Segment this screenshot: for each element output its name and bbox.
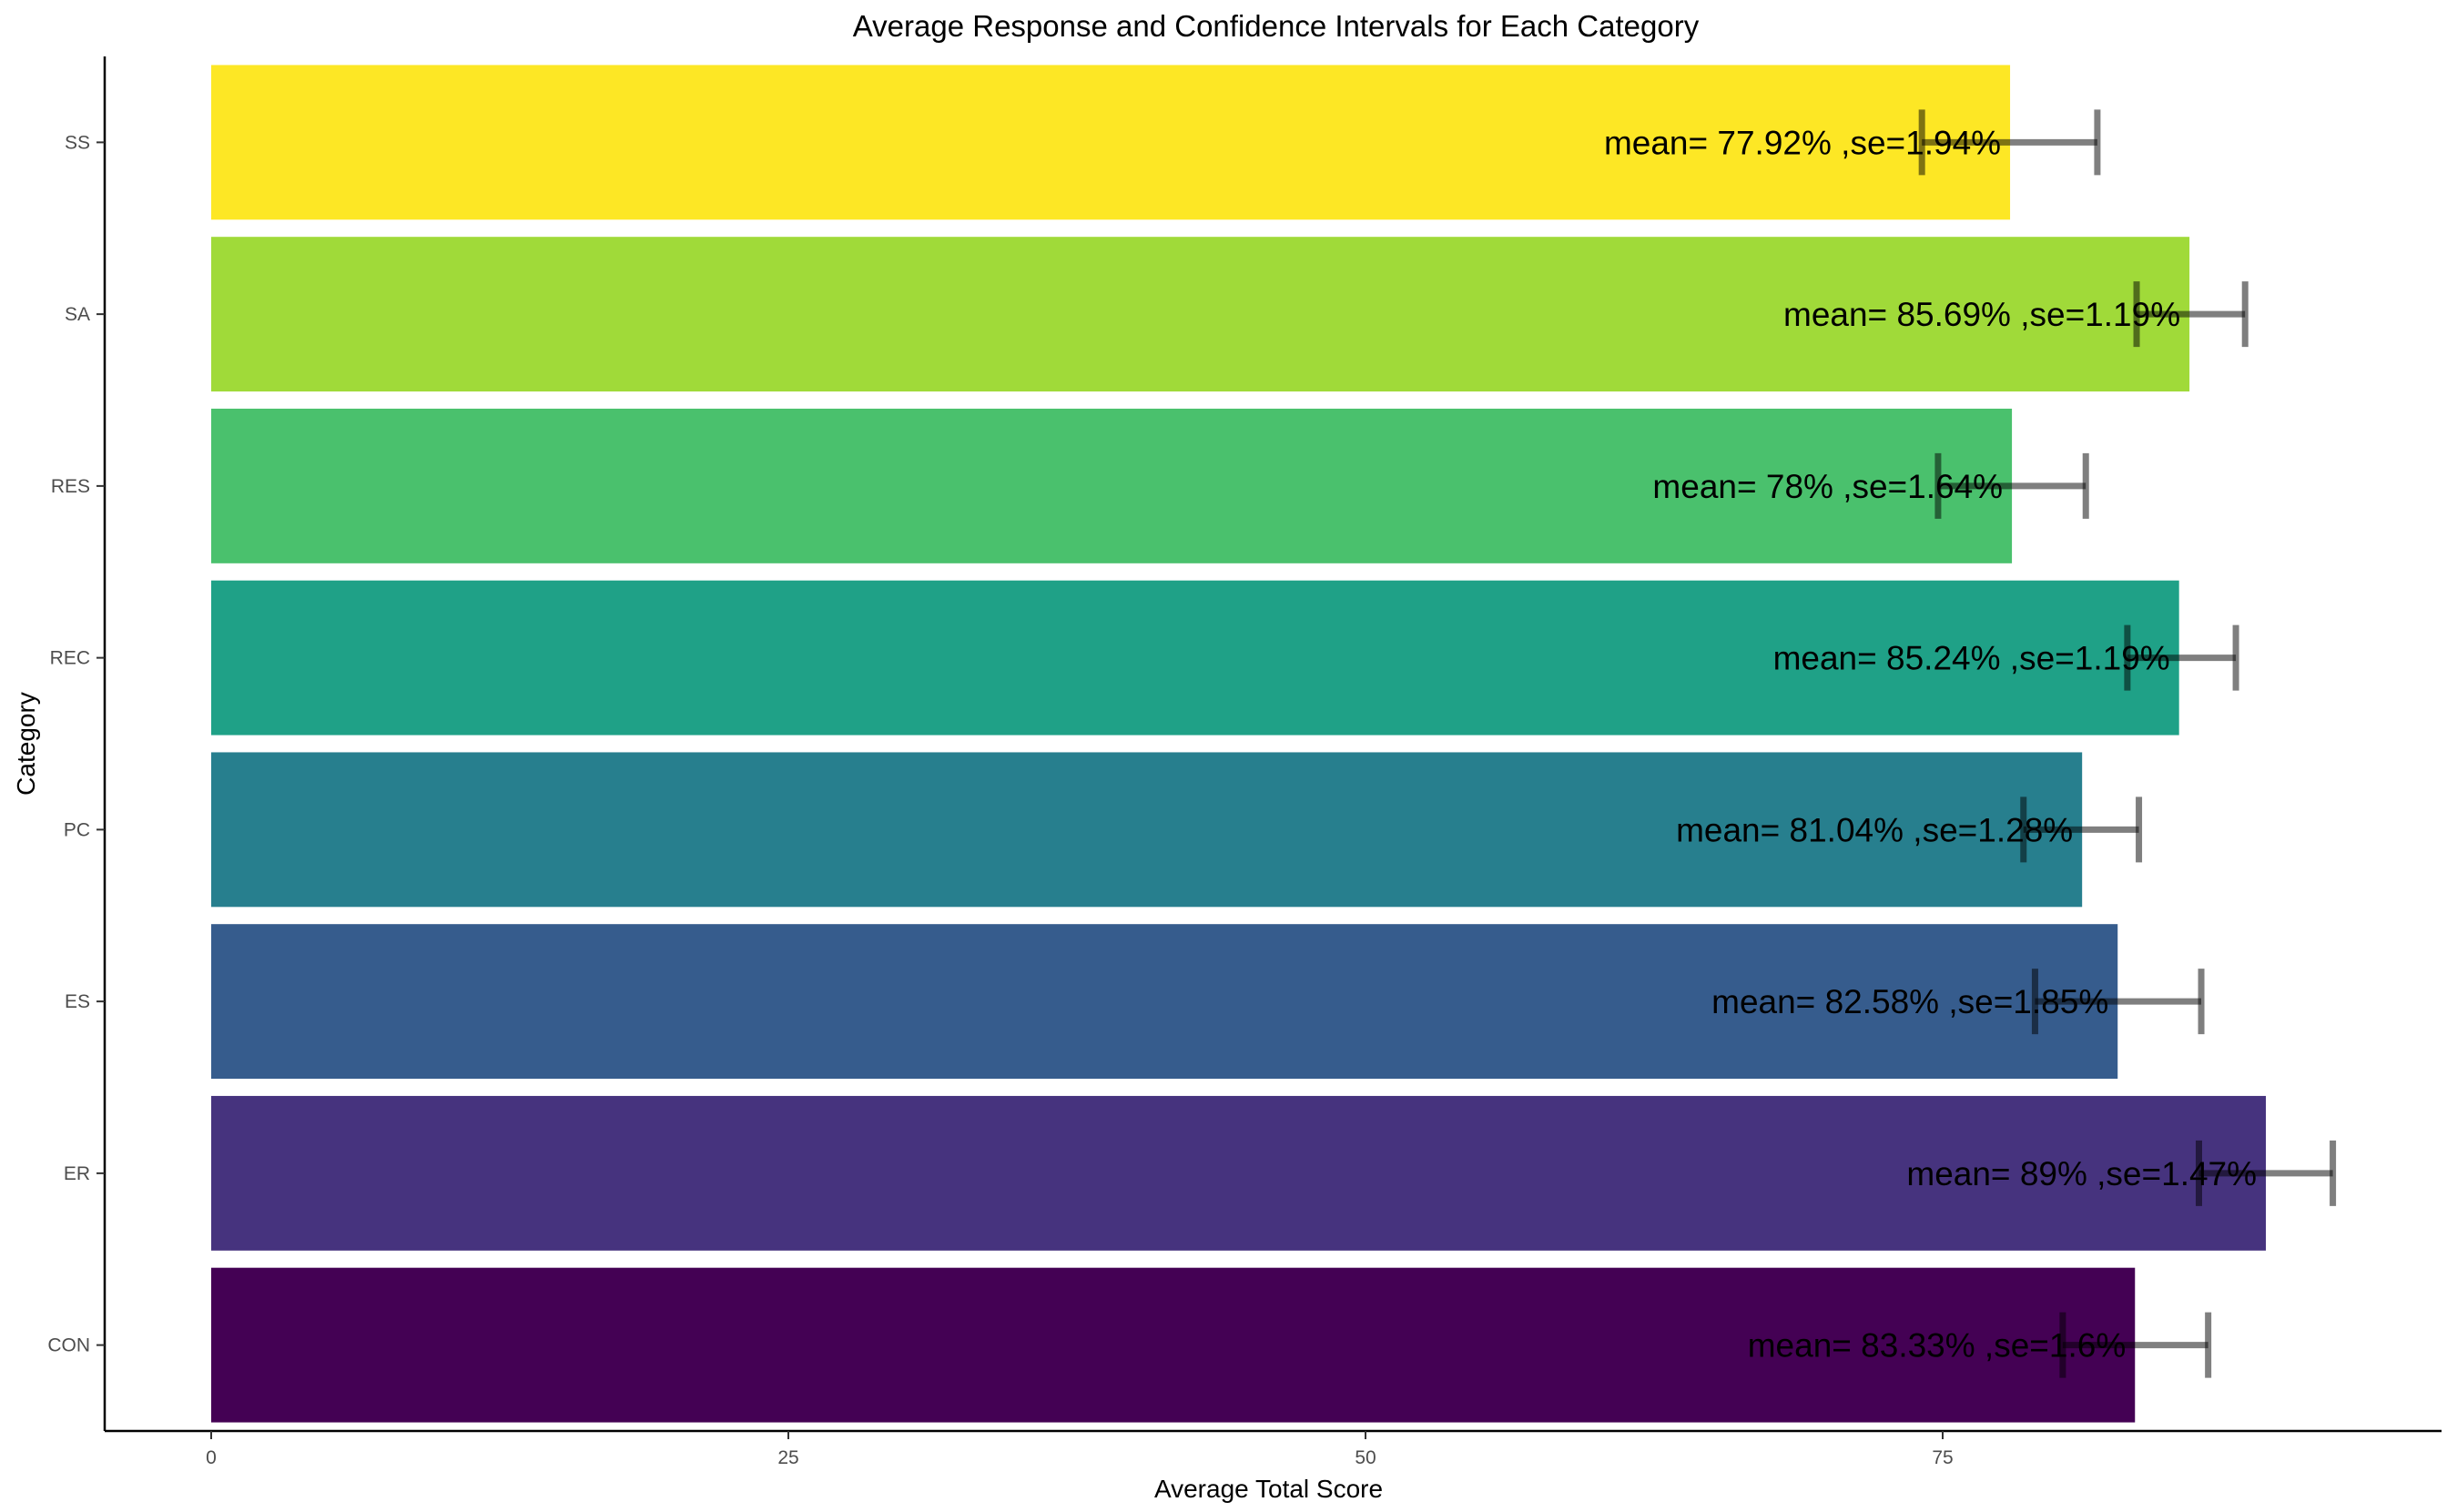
error-bar-con (2059, 1312, 2212, 1378)
error-bar-er (2195, 1140, 2337, 1206)
y-tick-label-pc: PC (64, 819, 90, 840)
error-bars-layer (1918, 109, 2337, 1378)
bar-es (211, 924, 2118, 1080)
y-tick-label-con: CON (47, 1335, 90, 1356)
bar-res (211, 408, 2013, 563)
bar-sa (211, 237, 2190, 392)
error-bar-ss (1918, 109, 2101, 176)
error-bar-res (1934, 452, 2089, 519)
axes-layer (103, 56, 2442, 1433)
y-tick-label-ss: SS (65, 132, 90, 153)
data-label-pc: mean= 81.04% ,se=1.28% (1676, 811, 2073, 848)
error-bar-pc (2020, 797, 2143, 863)
bar-ss (211, 65, 2011, 220)
data-label-sa: mean= 85.69% ,se=1.19% (1783, 296, 2180, 333)
y-tick-label-res: RES (51, 476, 90, 497)
x-tick-label-0: 0 (206, 1447, 217, 1468)
bar-pc (211, 752, 2083, 908)
chart-title: Average Response and Confidence Interval… (853, 9, 1700, 43)
y-axis-title: Category (12, 692, 40, 796)
x-tick-label-25: 25 (777, 1447, 798, 1468)
error-bar-rec (2124, 624, 2239, 691)
bar-con (211, 1267, 2136, 1423)
x-tick-label-75: 75 (1932, 1447, 1953, 1468)
y-tick-label-rec: REC (50, 648, 90, 669)
y-tick-label-es: ES (65, 991, 90, 1012)
bar-rec (211, 580, 2179, 736)
bar-er (211, 1095, 2267, 1251)
error-bar-es (2031, 969, 2205, 1035)
x-axis-title: Average Total Score (1154, 1475, 1383, 1503)
bars-layer (211, 65, 2267, 1423)
x-tick-label-50: 50 (1355, 1447, 1376, 1468)
data-label-rec: mean= 85.24% ,se=1.19% (1773, 640, 2170, 677)
error-bar-sa (2133, 281, 2249, 348)
data-labels-layer: mean= 83.33% ,se=1.6%mean= 89% ,se=1.47%… (1604, 124, 2257, 1364)
ticks-layer: CON ER ES PC REC RES SA SS 0 25 50 75 (47, 132, 1953, 1468)
y-tick-label-er: ER (64, 1163, 90, 1184)
y-tick-label-sa: SA (65, 304, 90, 325)
